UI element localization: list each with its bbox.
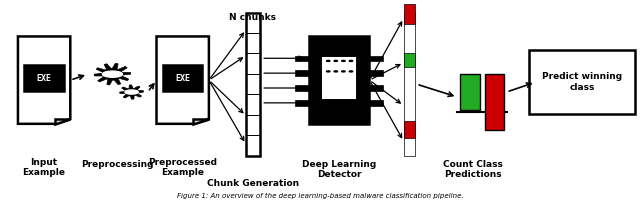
Text: Deep Learning
Detector: Deep Learning Detector (302, 160, 376, 179)
FancyBboxPatch shape (369, 70, 383, 76)
Text: Input
Example: Input Example (22, 158, 66, 177)
Circle shape (334, 71, 337, 72)
Circle shape (342, 60, 345, 61)
FancyBboxPatch shape (369, 100, 383, 106)
Circle shape (326, 71, 330, 72)
Text: Preprocessed
Example: Preprocessed Example (148, 158, 217, 177)
Polygon shape (157, 36, 209, 124)
Polygon shape (54, 119, 70, 124)
FancyBboxPatch shape (484, 74, 504, 130)
FancyBboxPatch shape (24, 65, 64, 91)
FancyBboxPatch shape (461, 74, 479, 110)
FancyBboxPatch shape (296, 85, 309, 91)
Circle shape (349, 60, 353, 61)
FancyBboxPatch shape (309, 36, 369, 124)
FancyBboxPatch shape (404, 4, 415, 24)
FancyBboxPatch shape (369, 56, 383, 61)
Polygon shape (193, 119, 209, 124)
FancyBboxPatch shape (163, 65, 202, 91)
Circle shape (349, 71, 353, 72)
FancyBboxPatch shape (404, 121, 415, 138)
Text: N chunks: N chunks (230, 13, 276, 22)
FancyBboxPatch shape (369, 85, 383, 91)
FancyBboxPatch shape (404, 53, 415, 67)
Text: Predict winning
class: Predict winning class (542, 72, 622, 92)
FancyBboxPatch shape (296, 70, 309, 76)
Text: Chunk Generation: Chunk Generation (207, 179, 299, 188)
Polygon shape (18, 36, 70, 124)
FancyBboxPatch shape (296, 100, 309, 106)
Circle shape (102, 71, 122, 77)
Polygon shape (94, 63, 131, 85)
Circle shape (342, 71, 345, 72)
Text: Count Class
Predictions: Count Class Predictions (444, 160, 503, 179)
Polygon shape (120, 85, 143, 99)
FancyBboxPatch shape (323, 58, 355, 98)
Text: Figure 1: An overview of the deep learning-based malware classification pipeline: Figure 1: An overview of the deep learni… (177, 193, 463, 199)
Text: Preprocessing: Preprocessing (81, 160, 154, 169)
FancyBboxPatch shape (246, 13, 260, 156)
Text: EXE: EXE (36, 74, 52, 83)
Circle shape (326, 60, 330, 61)
Circle shape (125, 90, 138, 94)
FancyBboxPatch shape (529, 50, 634, 114)
FancyBboxPatch shape (404, 13, 415, 156)
Circle shape (334, 60, 337, 61)
FancyBboxPatch shape (296, 56, 309, 61)
Text: EXE: EXE (175, 74, 190, 83)
